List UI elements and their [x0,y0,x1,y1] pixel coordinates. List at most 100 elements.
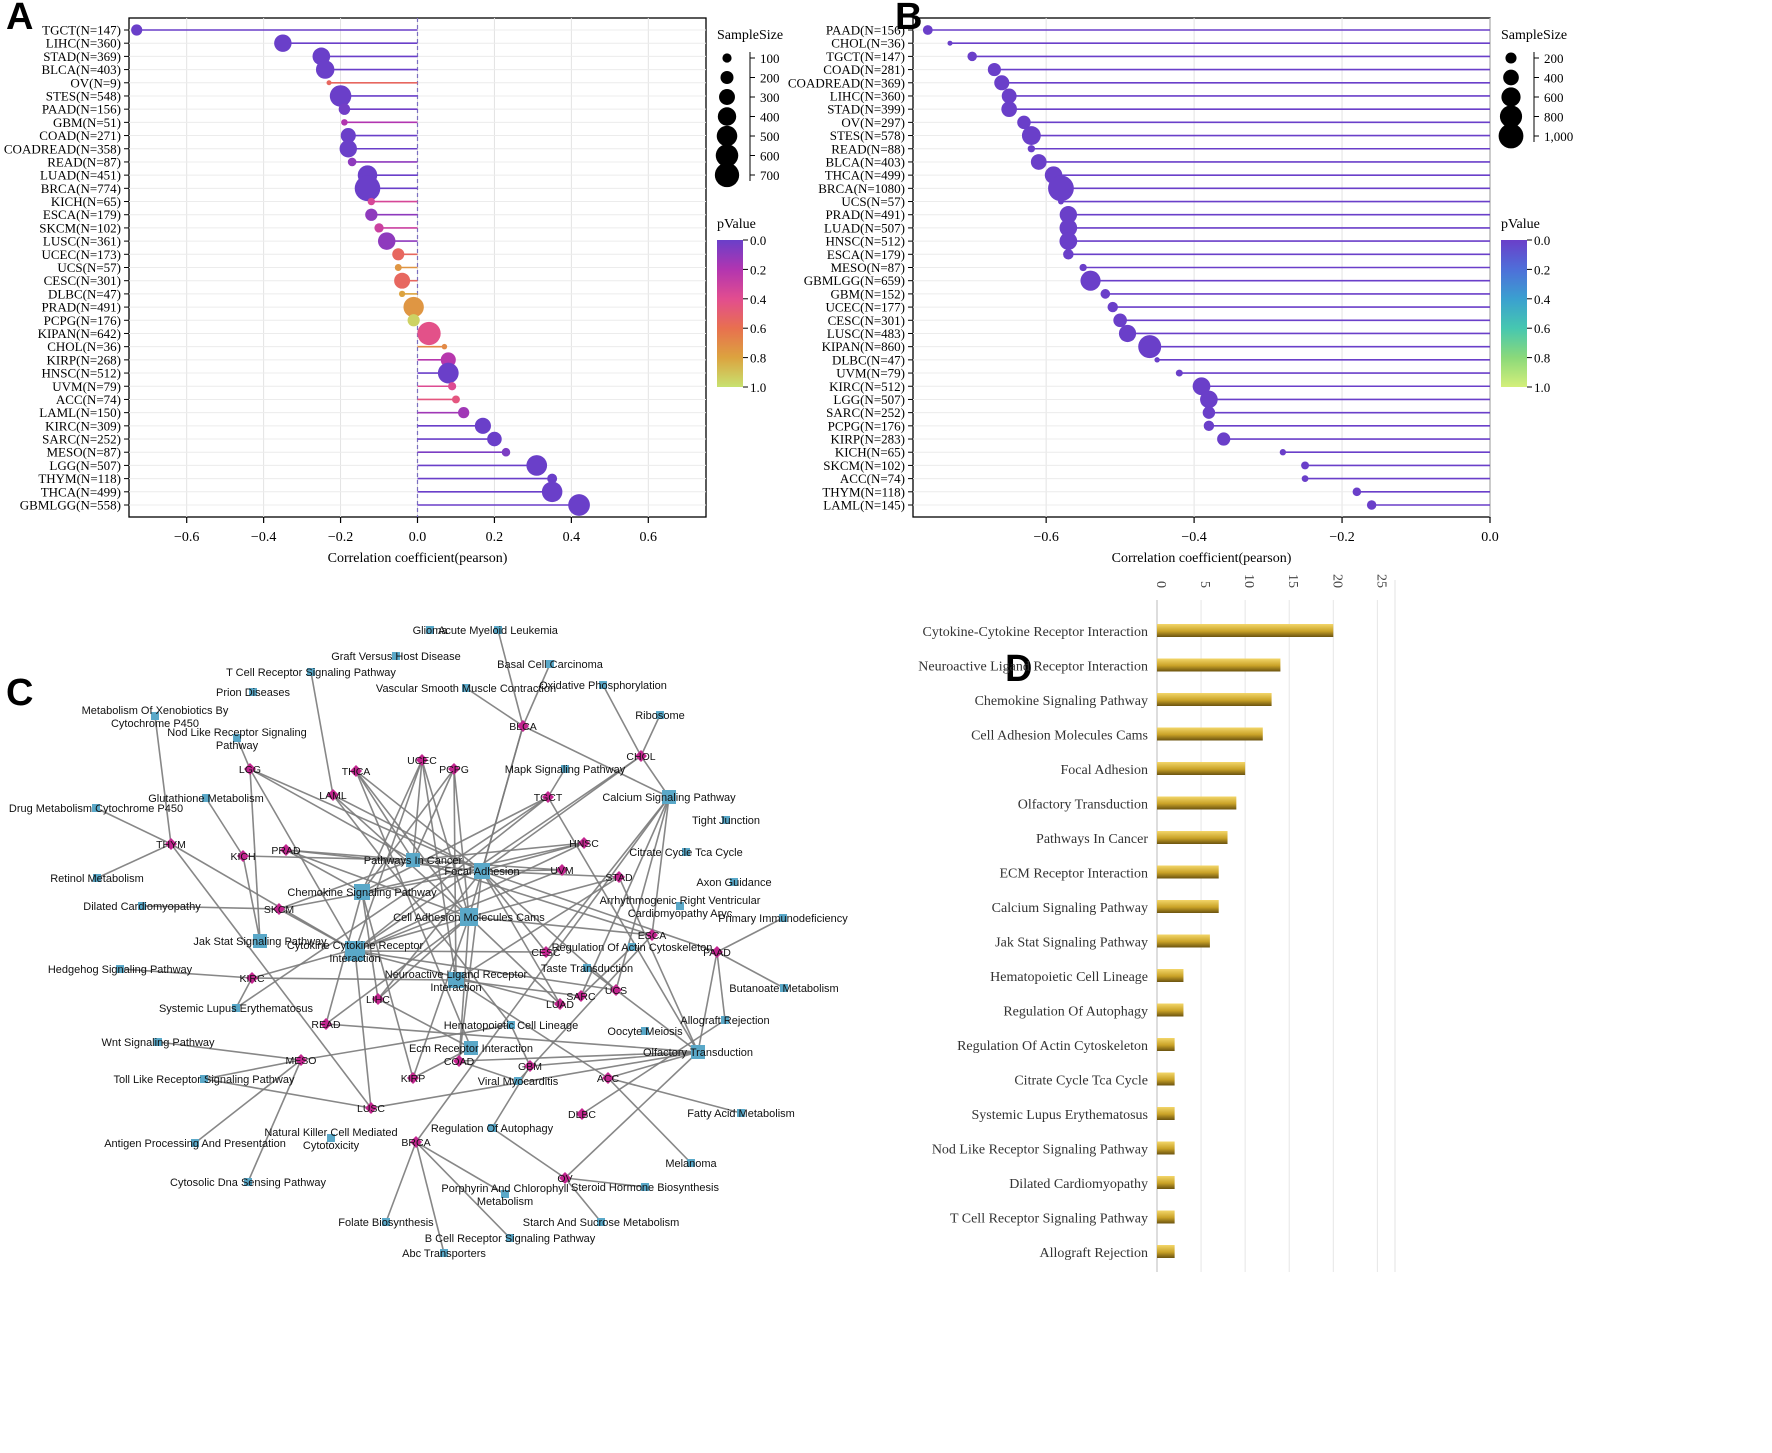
pathway-label-line: Viral Myocarditis [478,1076,559,1088]
y-tick-label: PAAD(N=156) [826,23,905,38]
network-edge [361,796,549,893]
network-edge [586,967,617,991]
y-tick-label: GBM(N=51) [53,115,121,130]
size-legend-title: SampleSize [1501,28,1567,43]
network-edge [412,1047,472,1079]
pathway-label: Vascular Smooth Muscle Contraction [376,683,556,695]
pathway-label: Glioma [413,625,449,637]
bar-tick-label: 5 [1197,581,1212,588]
y-tick-label: PRAD(N=491) [41,300,121,315]
size-legend-dot [719,89,735,105]
lollipop-dot [347,157,357,167]
pathway-label: Cell Adhesion Molecules Cams [393,912,545,924]
pathway-label-line: Retinol Metabolism [50,873,144,885]
lollipop-dot [354,175,381,202]
bar [1157,624,1334,637]
y-tick-label: GBMLGG(N=659) [804,273,905,288]
lollipop-dot [367,197,376,206]
cancer-node [554,998,566,1010]
color-legend-label: 0.4 [1534,292,1551,307]
lollipop-dot [1366,500,1377,510]
cancer-node [407,1072,419,1084]
network-edge [412,916,470,1079]
pathway-node [440,1249,448,1257]
cancer-label: SARC [566,991,596,1003]
network-edge [205,797,244,857]
network-edge [415,1141,445,1254]
cancer-label: PAAD [703,947,731,959]
y-tick-label: UVM(N=79) [836,366,905,381]
pathway-node [406,853,420,867]
cancer-label: ESCA [638,930,667,942]
lollipop-dot [365,208,378,221]
network-edge [96,843,172,879]
network-edge [453,768,470,918]
y-tick-label: CHOL(N=36) [831,36,905,51]
network-edge [361,768,455,893]
y-tick-label: KIPAN(N=860) [822,339,905,354]
bar [1157,934,1210,948]
bar-tick-label: 10 [1241,574,1256,588]
size-legend-dot [715,144,739,167]
y-tick-label: LIHC(N=360) [830,88,905,103]
pathway-label: Dilated Cardiomyopathy [83,901,201,913]
y-tick-label: UCEC(N=177) [825,300,905,315]
pathway-node [641,1027,649,1035]
y-tick-label: THCA(N=499) [41,484,121,499]
size-legend-title: SampleSize [717,28,783,43]
pathway-label: Natural Killer Cell Mediated Cytotoxicity [264,1127,397,1152]
pathway-label-line: Wnt Signaling Pathway [101,1037,215,1049]
bar [1157,1107,1175,1120]
y-tick-label: PCPG(N=176) [44,313,121,328]
y-tick-label: LUAD(N=451) [40,168,121,183]
lollipop-dot [398,290,406,298]
pathway-label-line: Axon Guidance [696,877,771,889]
network-edge [249,768,261,942]
pathway-node [92,804,100,812]
network-edge [510,1024,531,1067]
network-edge [580,946,633,997]
size-legend-label: 200 [1544,51,1564,66]
pathway-label: Calcium Signaling Pathway [602,792,736,804]
cancer-node [280,844,292,856]
pathway-node [202,794,210,802]
color-legend-label: 0.4 [750,292,767,307]
bar-category-label: Cell Adhesion Molecules Cams [971,729,1148,744]
pathway-label-line: Oocyte Meiosis [607,1026,683,1038]
lollipop-dot [487,431,502,447]
cancer-label: LIHC [366,994,390,1006]
network-edge [354,842,585,952]
network-edge [242,855,414,861]
network-edge [581,1019,726,1115]
network-edge [278,870,483,910]
size-legend-dot [722,53,732,63]
network-edge [354,796,549,952]
cancer-node [610,984,622,996]
lollipop-dot [987,63,1001,77]
network-edge [361,891,379,1000]
pathway-label: Viral Myocarditis [478,1076,559,1088]
pathway-node [200,1075,208,1083]
bar [1157,1176,1175,1189]
pathway-label-line: Ribosome [635,710,685,722]
size-legend-label: 600 [1544,90,1564,105]
network-edge [481,755,642,872]
cancer-node [542,791,554,803]
y-tick-label: COADREAD(N=369) [788,75,905,90]
network-edge [412,768,455,861]
pathway-label: Olfactory Transduction [643,1047,753,1059]
bar-tick-label: 25 [1373,574,1388,588]
y-tick-label: HNSC(N=512) [41,366,121,381]
pathway-label: Ribosome [635,710,685,722]
lollipop-dot [377,232,396,250]
panel-label-b: B [895,0,923,38]
y-tick-label: TGCT(N=147) [42,23,121,38]
pathway-node [514,1077,522,1085]
pathway-node [687,1159,695,1167]
lollipop-dot [374,223,384,233]
network-edge [194,1059,302,1144]
y-tick-label: UCS(N=57) [841,194,905,209]
panel-b-chart: −0.6 −0.4 −0.2 0.0 Correlation coefficient(p… [788,17,1573,566]
lollipop-dot [1200,390,1218,409]
